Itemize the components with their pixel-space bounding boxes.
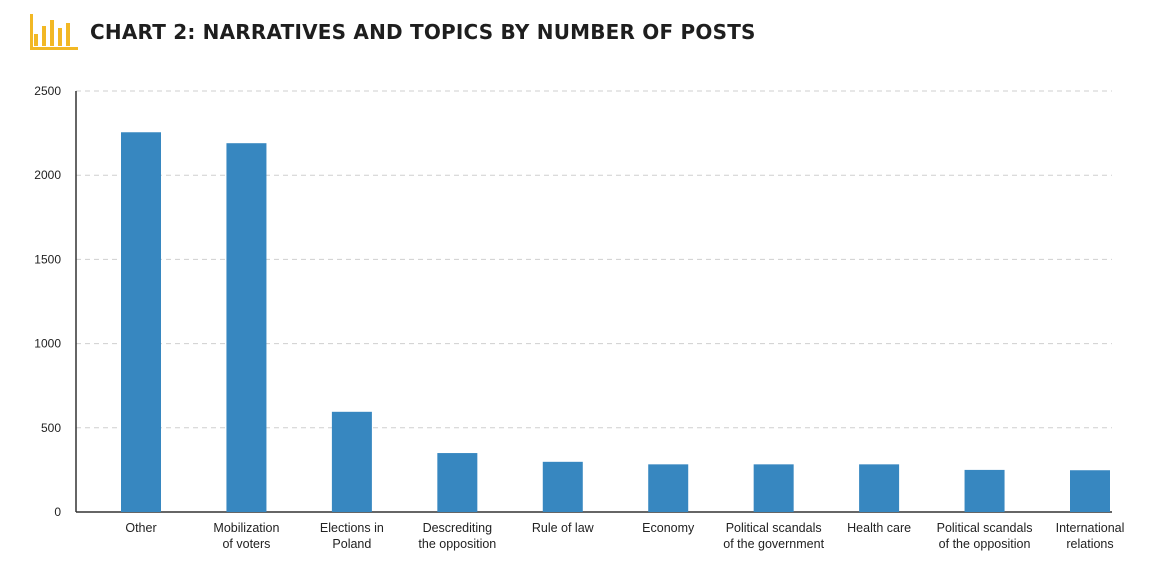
x-tick-label: Other xyxy=(125,521,156,535)
chart-title: CHART 2: NARRATIVES AND TOPICS BY NUMBER… xyxy=(90,20,756,44)
x-tick-label: Health care xyxy=(847,521,911,535)
x-tick-label: Political scandals of the opposition xyxy=(937,521,1033,551)
x-tick-label: International relations xyxy=(1056,521,1125,551)
x-tick-label: Mobilization of voters xyxy=(213,521,279,551)
bar xyxy=(648,464,689,512)
bar-chart-icon xyxy=(30,14,78,50)
x-tick-label: Political scandals of the government xyxy=(723,521,824,551)
x-tick-label: Rule of law xyxy=(532,521,595,535)
bar xyxy=(121,132,161,512)
bar xyxy=(331,411,372,512)
bar xyxy=(542,461,583,512)
y-tick-label: 2000 xyxy=(34,168,61,182)
y-tick-label: 500 xyxy=(41,421,61,435)
chart-header: CHART 2: NARRATIVES AND TOPICS BY NUMBER… xyxy=(30,14,756,50)
bar xyxy=(1070,470,1110,512)
bar xyxy=(753,464,794,512)
x-tick-label: Elections in Poland xyxy=(320,521,384,551)
bar xyxy=(437,453,478,512)
y-tick-label: 1500 xyxy=(34,252,61,266)
x-tick-label: Economy xyxy=(642,521,695,535)
bar xyxy=(964,469,1005,512)
bar xyxy=(226,143,267,513)
x-tick-label: Descrediting the opposition xyxy=(418,521,496,551)
bar xyxy=(859,464,900,512)
y-tick-label: 0 xyxy=(54,505,61,519)
y-tick-label: 1000 xyxy=(34,337,61,351)
y-tick-label: 2500 xyxy=(34,84,61,98)
